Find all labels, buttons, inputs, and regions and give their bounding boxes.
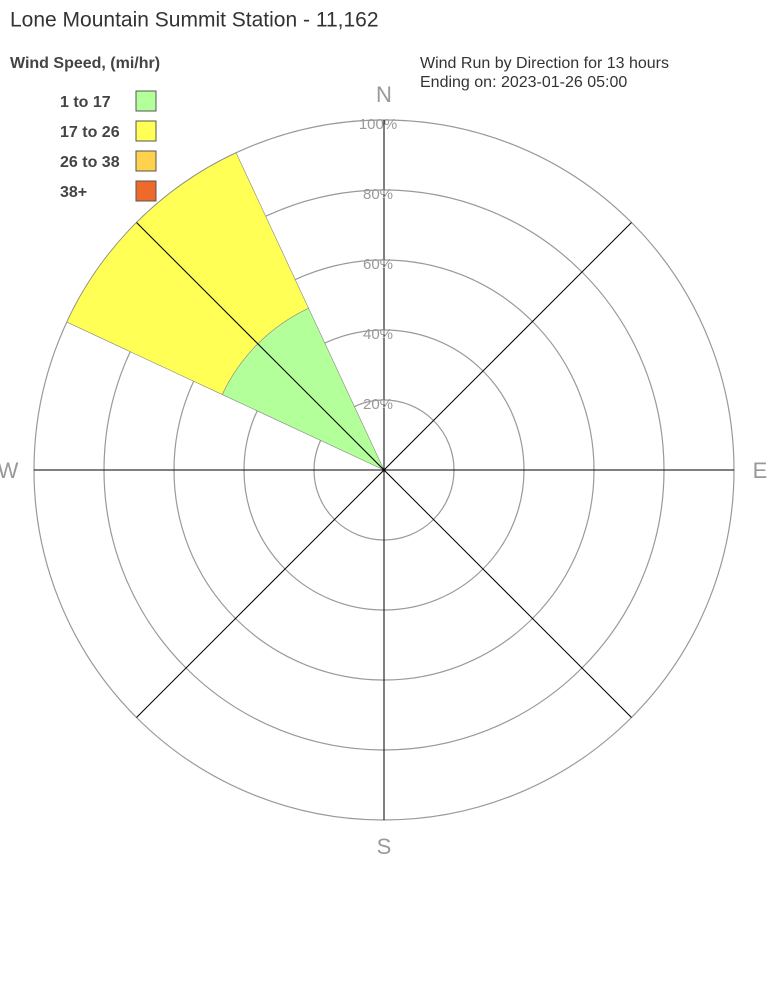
- r-tick-label: 60%: [363, 256, 393, 273]
- subtitle: Ending on: 2023-01-26 05:00: [420, 74, 627, 91]
- axis-line: [136, 222, 632, 718]
- legend-label: 1 to 17: [60, 94, 111, 111]
- legend-title: Wind Speed, (mi/hr): [10, 55, 160, 72]
- legend-swatch: [135, 180, 157, 202]
- legend-label: 26 to 38: [60, 154, 120, 171]
- compass-label: N: [376, 82, 392, 107]
- chart-title: Lone Mountain Summit Station - 11,162: [10, 9, 379, 32]
- compass-label: S: [377, 834, 392, 859]
- legend-swatch: [135, 150, 157, 172]
- compass-label: W: [0, 458, 19, 483]
- legend-label: 17 to 26: [60, 124, 120, 141]
- r-tick-label: 100%: [359, 116, 397, 133]
- r-tick-label: 40%: [363, 326, 393, 343]
- compass-label: E: [753, 458, 768, 483]
- subtitle: Wind Run by Direction for 13 hours: [420, 55, 669, 72]
- legend-swatch: [135, 120, 157, 142]
- wedge: [136, 152, 309, 345]
- r-tick-label: 80%: [363, 186, 393, 203]
- r-tick-label: 20%: [363, 396, 393, 413]
- legend-swatch: [135, 90, 157, 112]
- legend-label: 38+: [60, 184, 87, 201]
